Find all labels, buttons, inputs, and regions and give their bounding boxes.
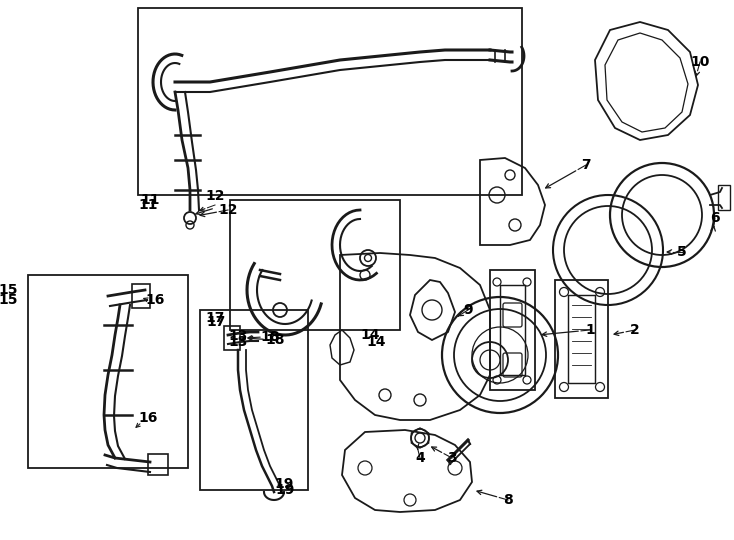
Text: 15: 15 <box>0 283 18 297</box>
Text: 17: 17 <box>206 315 225 329</box>
Text: 3: 3 <box>447 451 457 465</box>
Text: 19: 19 <box>275 483 294 497</box>
Text: 18: 18 <box>265 333 285 347</box>
Text: 11: 11 <box>138 198 158 212</box>
Text: 15: 15 <box>0 293 18 307</box>
Text: 7: 7 <box>581 158 591 172</box>
Text: 4: 4 <box>415 451 425 465</box>
Text: 12: 12 <box>206 189 225 203</box>
Text: 11: 11 <box>140 193 160 207</box>
Text: 8: 8 <box>503 493 513 507</box>
Text: 12: 12 <box>218 203 238 217</box>
Text: 1: 1 <box>585 323 595 337</box>
Text: 13: 13 <box>228 329 247 343</box>
Text: 14: 14 <box>366 335 386 349</box>
Text: 14: 14 <box>360 328 379 342</box>
Text: 2: 2 <box>630 323 640 337</box>
Text: 9: 9 <box>463 303 473 317</box>
Text: 10: 10 <box>690 55 710 69</box>
Text: 19: 19 <box>275 477 294 491</box>
Text: 16: 16 <box>138 411 158 425</box>
Text: 13: 13 <box>228 335 247 349</box>
Text: 6: 6 <box>711 211 720 225</box>
Text: 16: 16 <box>145 293 164 307</box>
Text: 17: 17 <box>206 311 225 325</box>
Text: 5: 5 <box>677 245 687 259</box>
Text: 18: 18 <box>261 330 280 344</box>
